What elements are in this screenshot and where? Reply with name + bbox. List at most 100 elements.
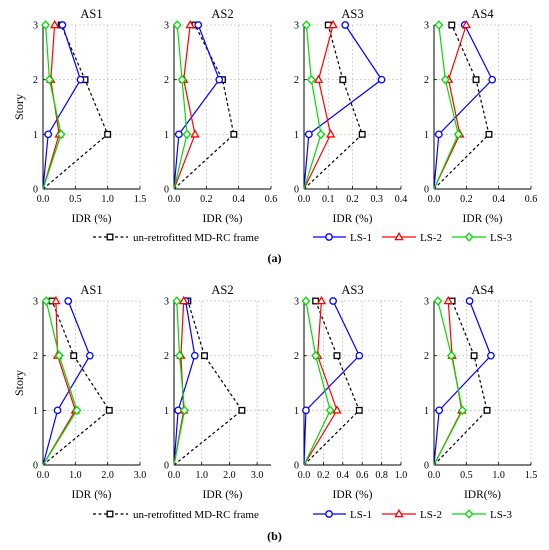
y-tick-label: 2 [424,75,429,86]
series-line [303,24,383,190]
y-tick-label: 0 [164,185,169,196]
legend-label: LS-1 [350,509,372,521]
data-point [306,74,316,85]
legend-label: LS-2 [420,232,442,244]
data-point [312,297,320,305]
x-tick-label: 1.0 [69,470,82,481]
x-tick-label: 0.0 [428,194,441,205]
x-tick-label: 3.0 [251,470,264,481]
y-tick-label: 0 [424,185,429,196]
legend-label: LS-3 [490,232,513,244]
data-point [325,129,336,138]
series-line [42,24,82,190]
series-ls-3 [41,296,82,466]
data-point [443,295,453,305]
series-line [303,300,361,466]
x-axis-label: IDR (%) [203,489,243,501]
series-ls-3 [301,20,326,190]
subplot-as3-a: 0.0 0.1 0.2 0.3 0.4 0 1 2 3 AS3 IDR (%) [294,7,407,225]
series-ls-1 [303,21,386,190]
series-line [42,300,76,466]
series-ls-1 [173,21,224,190]
series-ls-2 [303,19,338,190]
y-tick-label: 3 [33,21,38,32]
data-point [457,405,467,416]
data-point [377,75,386,84]
y-tick-label: 1 [164,130,169,141]
subplot-as1-b: 0.0 1.0 2.0 3.0 0 1 2 3 AS1 IDR (%) [33,283,146,501]
series-line [303,300,331,466]
data-point [448,21,456,29]
x-tick-label: 0.0 [298,194,311,205]
x-tick-label: 3.0 [134,470,147,481]
series-line [433,300,464,466]
data-point [487,351,495,360]
subplot-title: AS1 [80,283,102,297]
legend-label: un-retrofitted MD-RC frame [133,509,259,521]
series-baseline [433,21,493,190]
data-point [453,129,463,140]
data-point [311,350,321,361]
legend-marker [325,510,333,518]
x-tick-label: 0.0 [37,470,50,481]
y-axis-label: Story [12,94,26,120]
series-line [303,24,322,190]
data-point [41,296,51,306]
legend: un-retrofitted MD-RC frame LS-1 LS-2 LS-3 [93,508,513,521]
subplot-as2-a: 0.0 0.2 0.4 0.6 0 1 2 3 AS2 IDR (%) [164,7,277,225]
legend-label: LS-2 [420,509,442,521]
series-baseline [303,297,363,466]
x-tick-label: 0.2 [200,194,213,205]
series-line [433,24,490,190]
data-point [433,296,443,306]
y-tick-label: 1 [294,406,299,417]
x-tick-label: 1.0 [395,470,408,481]
series-line [173,24,220,190]
data-point [49,19,60,29]
x-axis-label: IDR (%) [333,213,373,225]
y-tick-label: 1 [33,130,38,141]
series-line [42,24,62,190]
series-line [173,300,196,466]
legend-label: un-retrofitted MD-RC frame [133,232,259,244]
y-tick-label: 2 [164,351,169,362]
series-line [433,24,459,190]
y-tick-label: 0 [33,185,38,196]
data-point [44,130,53,139]
series-line [173,24,188,190]
data-point [461,19,472,29]
data-point [485,130,493,138]
data-point [177,74,187,85]
data-point [194,21,203,29]
legend-marker [394,508,404,518]
data-point [56,129,66,140]
panel-b: 0.0 1.0 2.0 3.0 0 1 2 3 AS1 IDR (%) 0.0 1.0 2.0 3.0 0 1… [12,283,537,543]
data-point [316,129,326,140]
y-tick-label: 3 [424,297,429,308]
data-point [70,352,78,360]
data-point [488,75,497,84]
legend-marker [325,233,333,241]
x-axis-label: IDR (%) [333,489,373,501]
legend-marker [464,232,474,242]
y-tick-label: 2 [294,75,299,86]
data-point [190,129,200,138]
subplot-as3-b: 0.0 0.2 0.4 0.6 0.8 1.0 0 1 2 3 AS3 IDR (%) [294,283,407,501]
subplot-as4-a: 0.0 0.2 0.4 0.6 0 1 2 3 AS4 IDR (%) [424,7,537,225]
series-line [433,300,488,466]
data-point [339,76,347,84]
legend-marker [394,231,404,241]
x-tick-label: 0.6 [356,470,369,481]
data-point [175,130,183,139]
data-point [76,75,85,84]
x-axis-label: IDR (%) [72,213,112,225]
subplot-title: AS2 [211,7,233,21]
data-point [54,350,64,361]
data-point [58,21,67,29]
y-tick-label: 1 [424,130,429,141]
data-point [325,405,335,416]
x-tick-label: 0.4 [337,470,350,481]
data-point [185,19,195,29]
data-point [180,405,190,416]
